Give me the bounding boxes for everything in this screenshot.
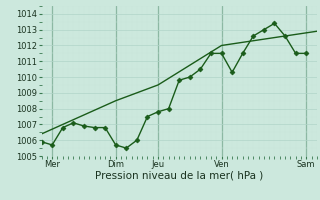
- X-axis label: Pression niveau de la mer( hPa ): Pression niveau de la mer( hPa ): [95, 171, 263, 181]
